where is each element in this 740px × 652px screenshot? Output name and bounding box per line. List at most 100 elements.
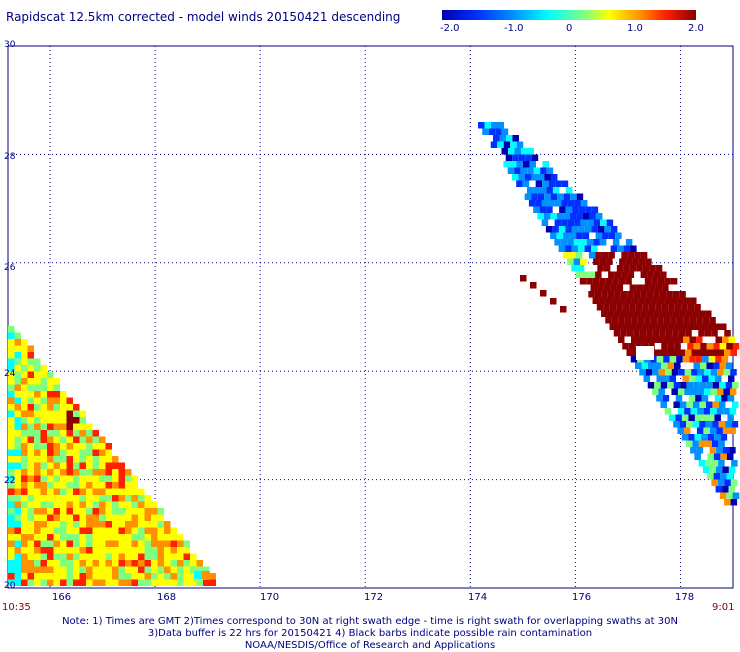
swath-cell	[541, 219, 549, 226]
swath-cell	[34, 540, 41, 547]
swath-cell	[79, 514, 86, 521]
swath-cell	[700, 343, 707, 350]
swath-cell	[694, 304, 701, 311]
swath-cell	[53, 540, 60, 547]
swath-cell	[522, 161, 530, 168]
colorbar-label: -2.0	[440, 23, 460, 34]
swath-cell	[47, 410, 54, 417]
swath-cell	[73, 482, 80, 489]
swath-cell	[112, 508, 119, 515]
swath-cell	[60, 521, 67, 528]
swath-cell	[66, 560, 73, 567]
swath-cell	[714, 434, 721, 441]
swath-cell	[34, 553, 41, 560]
swath-cell	[92, 462, 99, 469]
swath-cell	[47, 475, 54, 482]
swath-cell	[642, 265, 650, 272]
swath-cell	[533, 187, 540, 194]
swath-cell	[667, 362, 674, 369]
swath-cell	[170, 527, 177, 534]
swath-cell	[8, 352, 15, 359]
swath-cell	[602, 232, 609, 239]
swath-cell	[672, 330, 679, 337]
swath-cell	[548, 200, 555, 207]
swath-cell	[641, 362, 648, 369]
swath-cell	[60, 423, 67, 430]
swath-cell	[8, 566, 15, 573]
swath-cell	[47, 540, 54, 547]
swath-cell	[14, 449, 21, 456]
swath-cell	[66, 482, 73, 489]
swath-cell	[579, 278, 587, 285]
swath-cell	[73, 560, 80, 567]
swath-cell	[131, 534, 138, 541]
swath-cell	[667, 343, 675, 350]
swath-cell	[157, 547, 164, 554]
lon-label: 178	[675, 592, 695, 603]
swath-cell	[591, 206, 599, 213]
swath-cell	[699, 382, 707, 389]
swath-cell	[686, 421, 693, 428]
swath-cell	[47, 404, 54, 411]
swath-cell	[99, 469, 106, 476]
swath-cell	[112, 488, 119, 495]
swath-cell	[520, 275, 527, 282]
swath-cell	[34, 501, 41, 508]
swath-cell	[497, 141, 504, 148]
swath-cell	[689, 317, 697, 324]
swath-cell	[92, 443, 99, 450]
swath-cell	[625, 258, 633, 265]
swath-cell	[660, 362, 668, 369]
swath-cell	[561, 200, 568, 207]
swath-cell	[47, 391, 54, 398]
swath-cell	[610, 284, 617, 291]
swath-cell	[8, 443, 15, 450]
swath-cell	[694, 453, 701, 460]
swath-cell	[60, 404, 67, 411]
swath-cell	[73, 423, 80, 430]
swath-cell	[53, 436, 60, 443]
swath-cell	[676, 317, 684, 324]
swath-cell	[53, 410, 60, 417]
swath-cell	[34, 547, 41, 554]
swath-cell	[562, 252, 570, 259]
swath-cell	[47, 378, 54, 385]
swath-cell	[14, 527, 21, 534]
swath-cell	[47, 527, 54, 534]
swath-cell	[183, 547, 190, 554]
swath-cell	[112, 547, 119, 554]
swath-cell	[60, 449, 67, 456]
swath-cell	[679, 401, 687, 408]
lat-label: 28	[4, 152, 16, 162]
swath-cell	[707, 414, 715, 421]
swath-cell	[14, 573, 21, 580]
swath-cell	[118, 469, 125, 476]
swath-cell	[79, 527, 86, 534]
swath-cell	[60, 443, 67, 450]
swath-cell	[53, 495, 60, 502]
swath-cell	[730, 499, 738, 506]
swath-cell	[705, 421, 713, 428]
swath-cell	[698, 440, 706, 447]
swath-cell	[640, 310, 647, 317]
swath-cell	[708, 375, 715, 382]
swath-cell	[580, 219, 588, 226]
swath-cell	[8, 501, 15, 508]
swath-cell	[721, 356, 729, 363]
swath-cell	[131, 527, 138, 534]
swath-cell	[105, 456, 112, 463]
swath-cell	[608, 271, 615, 278]
swath-cell	[628, 343, 636, 350]
swath-cell	[14, 430, 21, 437]
swath-cell	[79, 410, 86, 417]
swath-cell	[21, 495, 28, 502]
swath-cell	[554, 219, 562, 226]
swath-cell	[588, 252, 596, 259]
swath-cell	[8, 371, 15, 378]
swath-cell	[27, 521, 34, 528]
swath-cell	[27, 560, 34, 567]
swath-cell	[707, 453, 714, 460]
swath-cell	[565, 206, 573, 213]
swath-cell	[112, 514, 119, 521]
swath-cell	[586, 239, 594, 246]
